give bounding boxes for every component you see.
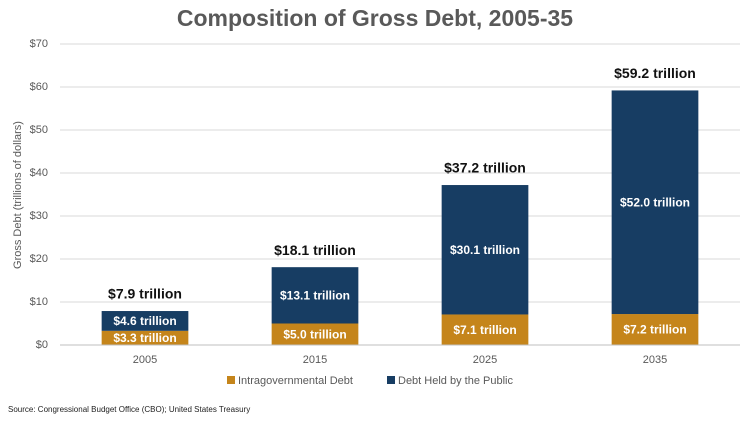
y-tick-label: $20 [30, 253, 48, 265]
legend-label: Debt Held by the Public [398, 375, 513, 387]
value-label: $7.2 trillion [623, 323, 686, 337]
x-tick-label: 2005 [133, 354, 157, 366]
y-tick-label: $50 [30, 124, 48, 136]
value-label: $5.0 trillion [283, 327, 346, 341]
bar-segment [271, 267, 359, 324]
bar-segment [441, 314, 529, 345]
bar-segment [611, 90, 699, 315]
x-tick-label: 2025 [473, 354, 497, 366]
value-label: $13.1 trillion [280, 289, 350, 303]
bar-segment [271, 323, 359, 345]
legend-label: Intragovernmental Debt [238, 375, 353, 387]
bar-segment [101, 311, 189, 331]
value-label: $7.1 trillion [453, 323, 516, 337]
bar-segment [611, 314, 699, 345]
x-tick-label: 2035 [643, 354, 667, 366]
source-note: Source: Congressional Budget Office (CBO… [8, 405, 250, 414]
total-label: $37.2 trillion [444, 160, 526, 176]
y-tick-label: $0 [36, 339, 48, 351]
value-label: $3.3 trillion [113, 331, 176, 345]
y-tick-label: $10 [30, 296, 48, 308]
y-tick-label: $70 [30, 38, 48, 50]
bar-segment [441, 185, 529, 315]
total-label: $59.2 trillion [614, 65, 696, 81]
y-axis-label: Gross Debt (trillions of dollars) [12, 121, 24, 269]
y-tick-label: $30 [30, 210, 48, 222]
value-label: $30.1 trillion [450, 243, 520, 257]
chart-title: Composition of Gross Debt, 2005-35 [177, 5, 573, 31]
total-label: $7.9 trillion [108, 286, 182, 302]
bar-segment [101, 330, 189, 345]
total-label: $18.1 trillion [274, 242, 356, 258]
value-label: $52.0 trillion [620, 195, 690, 209]
y-tick-label: $60 [30, 81, 48, 93]
legend-swatch [387, 376, 395, 384]
y-tick-label: $40 [30, 167, 48, 179]
value-label: $4.6 trillion [113, 314, 176, 328]
legend-swatch [227, 376, 235, 384]
x-tick-label: 2015 [303, 354, 327, 366]
